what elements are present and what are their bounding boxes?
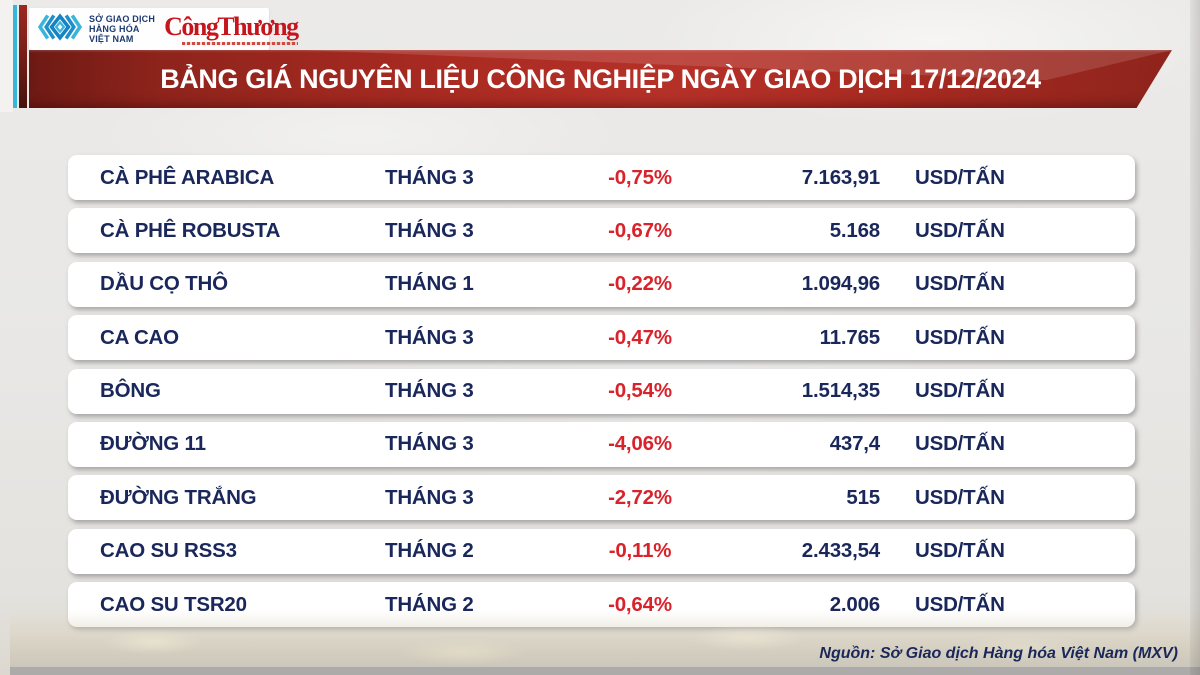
- commodity-name: BÔNG: [100, 379, 161, 403]
- price-unit: USD/TẤN: [915, 272, 1005, 296]
- price-value: 515: [846, 485, 880, 509]
- contract-month: THÁNG 3: [385, 432, 474, 456]
- commodity-name: ĐƯỜNG 11: [100, 432, 206, 456]
- contract-month: THÁNG 3: [385, 218, 474, 242]
- table-row-duong-trang: ĐƯỜNG TRẮNG THÁNG 3 -2,72% 515 USD/TẤN: [68, 475, 1135, 521]
- contract-month: THÁNG 2: [385, 539, 474, 563]
- price-value: 1.094,96: [801, 272, 880, 296]
- change-percent: -0,67%: [608, 218, 672, 242]
- contract-month: THÁNG 3: [385, 165, 474, 189]
- commodity-name: CAO SU RSS3: [100, 539, 237, 563]
- contract-month: THÁNG 3: [385, 485, 474, 509]
- change-percent: -0,47%: [608, 325, 672, 349]
- price-unit: USD/TẤN: [915, 218, 1005, 242]
- price-table: CÀ PHÊ ARABICA THÁNG 3 -0,75% 7.163,91 U…: [68, 155, 1135, 628]
- mxv-org-name: SỞ GIAO DỊCH HÀNG HÓA VIỆT NAM: [89, 14, 155, 44]
- table-row-dau-co-tho: DẦU CỌ THÔ THÁNG 1 -0,22% 1.094,96 USD/T…: [68, 261, 1135, 307]
- price-unit: USD/TẤN: [915, 485, 1005, 509]
- accent-bar-darkred: [19, 5, 27, 108]
- commodity-name: CÀ PHÊ ARABICA: [100, 165, 275, 189]
- accent-bar-cyan: [13, 5, 17, 108]
- change-percent: -0,64%: [608, 592, 672, 616]
- price-unit: USD/TẤN: [915, 592, 1005, 616]
- commodity-name: CA CAO: [100, 325, 179, 349]
- price-unit: USD/TẤN: [915, 432, 1005, 456]
- commodity-name: CAO SU TSR20: [100, 592, 247, 616]
- price-unit: USD/TẤN: [915, 165, 1005, 189]
- price-value: 5.168: [829, 218, 881, 242]
- contract-month: THÁNG 2: [385, 592, 474, 616]
- congthuong-logo: CôngThương: [164, 11, 299, 45]
- table-row-ca-phe-robusta: CÀ PHÊ ROBUSTA THÁNG 3 -0,67% 5.168 USD/…: [68, 208, 1135, 254]
- price-unit: USD/TẤN: [915, 325, 1005, 349]
- change-percent: -0,11%: [608, 539, 672, 563]
- change-percent: -0,54%: [608, 379, 672, 403]
- contract-month: THÁNG 3: [385, 325, 474, 349]
- commodity-name: CÀ PHÊ ROBUSTA: [100, 218, 281, 242]
- table-row-ca-cao: CA CAO THÁNG 3 -0,47% 11.765 USD/TẤN: [68, 315, 1135, 361]
- mxv-org-line3: VIỆT NAM: [89, 34, 134, 45]
- table-row-bong: BÔNG THÁNG 3 -0,54% 1.514,35 USD/TẤN: [68, 368, 1135, 414]
- right-edge-strip: [1190, 0, 1200, 675]
- logo-card: SỞ GIAO DỊCH HÀNG HÓA VIỆT NAM CôngThươn…: [29, 8, 299, 50]
- price-value: 2.006: [829, 592, 881, 616]
- source-attribution: Nguồn: Sở Giao dịch Hàng hóa Việt Nam (M…: [819, 645, 1178, 662]
- mxv-logo-icon: [37, 11, 83, 48]
- change-percent: -2,72%: [608, 485, 672, 509]
- left-edge-highlight: [0, 0, 13, 112]
- change-percent: -4,06%: [608, 432, 672, 456]
- mxv-org-line2: HÀNG HÓA: [89, 23, 140, 34]
- commodity-name: DẦU CỌ THÔ: [100, 272, 228, 296]
- congthuong-tagline: [181, 41, 298, 45]
- contract-month: THÁNG 3: [385, 379, 474, 403]
- table-row-duong-11: ĐƯỜNG 11 THÁNG 3 -4,06% 437,4 USD/TẤN: [68, 421, 1135, 467]
- price-value: 437,4: [829, 432, 881, 456]
- commodity-name: ĐƯỜNG TRẮNG: [100, 485, 257, 509]
- table-row-cao-su-tsr20: CAO SU TSR20 THÁNG 2 -0,64% 2.006 USD/TẤ…: [68, 582, 1135, 628]
- change-percent: -0,75%: [608, 165, 672, 189]
- bottom-edge-strip: [10, 667, 1200, 675]
- price-value: 1.514,35: [801, 379, 880, 403]
- price-value: 2.433,54: [801, 539, 880, 563]
- contract-month: THÁNG 1: [385, 272, 474, 296]
- price-unit: USD/TẤN: [915, 539, 1005, 563]
- table-row-cao-su-rss3: CAO SU RSS3 THÁNG 2 -0,11% 2.433,54 USD/…: [68, 528, 1135, 574]
- title-banner: BẢNG GIÁ NGUYÊN LIỆU CÔNG NGHIỆP NGÀY GI…: [29, 50, 1172, 108]
- price-unit: USD/TẤN: [915, 379, 1005, 403]
- congthuong-wordmark: CôngThương: [164, 11, 299, 41]
- price-value: 11.765: [819, 325, 881, 349]
- page-title: BẢNG GIÁ NGUYÊN LIỆU CÔNG NGHIỆP NGÀY GI…: [160, 64, 1041, 94]
- table-row-ca-phe-arabica: CÀ PHÊ ARABICA THÁNG 3 -0,75% 7.163,91 U…: [68, 155, 1135, 200]
- price-value: 7.163,91: [801, 165, 880, 189]
- change-percent: -0,22%: [608, 272, 672, 296]
- mxv-org-line1: SỞ GIAO DỊCH: [89, 13, 156, 24]
